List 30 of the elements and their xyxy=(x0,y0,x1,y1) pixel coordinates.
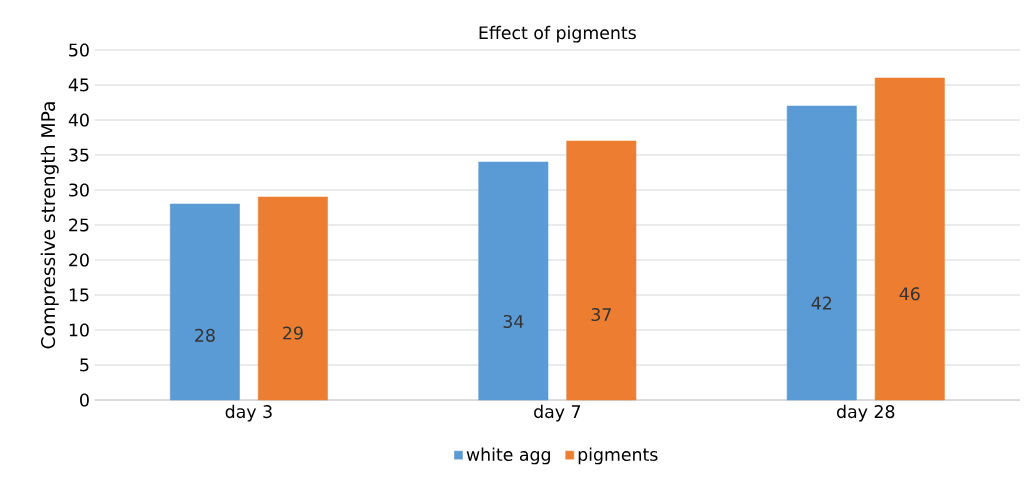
x-tick-label: day 28 xyxy=(837,404,895,422)
y-tick-label: 35 xyxy=(69,148,89,162)
y-tick-label: 30 xyxy=(69,183,89,197)
y-tick-label: 40 xyxy=(68,113,89,127)
data-label: 42 xyxy=(811,296,832,310)
bar xyxy=(257,196,328,401)
bar xyxy=(786,105,857,401)
y-axis-title: Compressive strength MPa xyxy=(40,102,59,349)
y-tick-label: 5 xyxy=(80,358,89,372)
data-label: 34 xyxy=(503,314,524,329)
bar xyxy=(169,203,240,401)
chart-title: Effect of pigments xyxy=(479,25,636,43)
y-tick-label: 10 xyxy=(69,323,89,337)
legend-label: pigments xyxy=(578,447,658,465)
y-tick-label: 45 xyxy=(68,78,89,92)
x-tick-label: day 7 xyxy=(534,404,581,422)
y-tick-label: 25 xyxy=(69,218,89,232)
bar xyxy=(478,161,549,401)
data-label: 46 xyxy=(899,287,920,301)
y-tick-label: 50 xyxy=(69,43,89,57)
data-label: 29 xyxy=(283,326,303,340)
bar xyxy=(874,77,945,401)
y-tick-label: 15 xyxy=(69,288,89,302)
y-tick-label: 0 xyxy=(80,393,89,407)
x-tick-label: day 3 xyxy=(225,404,272,422)
data-label: 37 xyxy=(591,307,611,322)
y-tick-label: 20 xyxy=(69,253,89,267)
bar xyxy=(566,140,637,401)
legend-label: white agg xyxy=(466,447,550,465)
data-label: 28 xyxy=(195,328,215,342)
